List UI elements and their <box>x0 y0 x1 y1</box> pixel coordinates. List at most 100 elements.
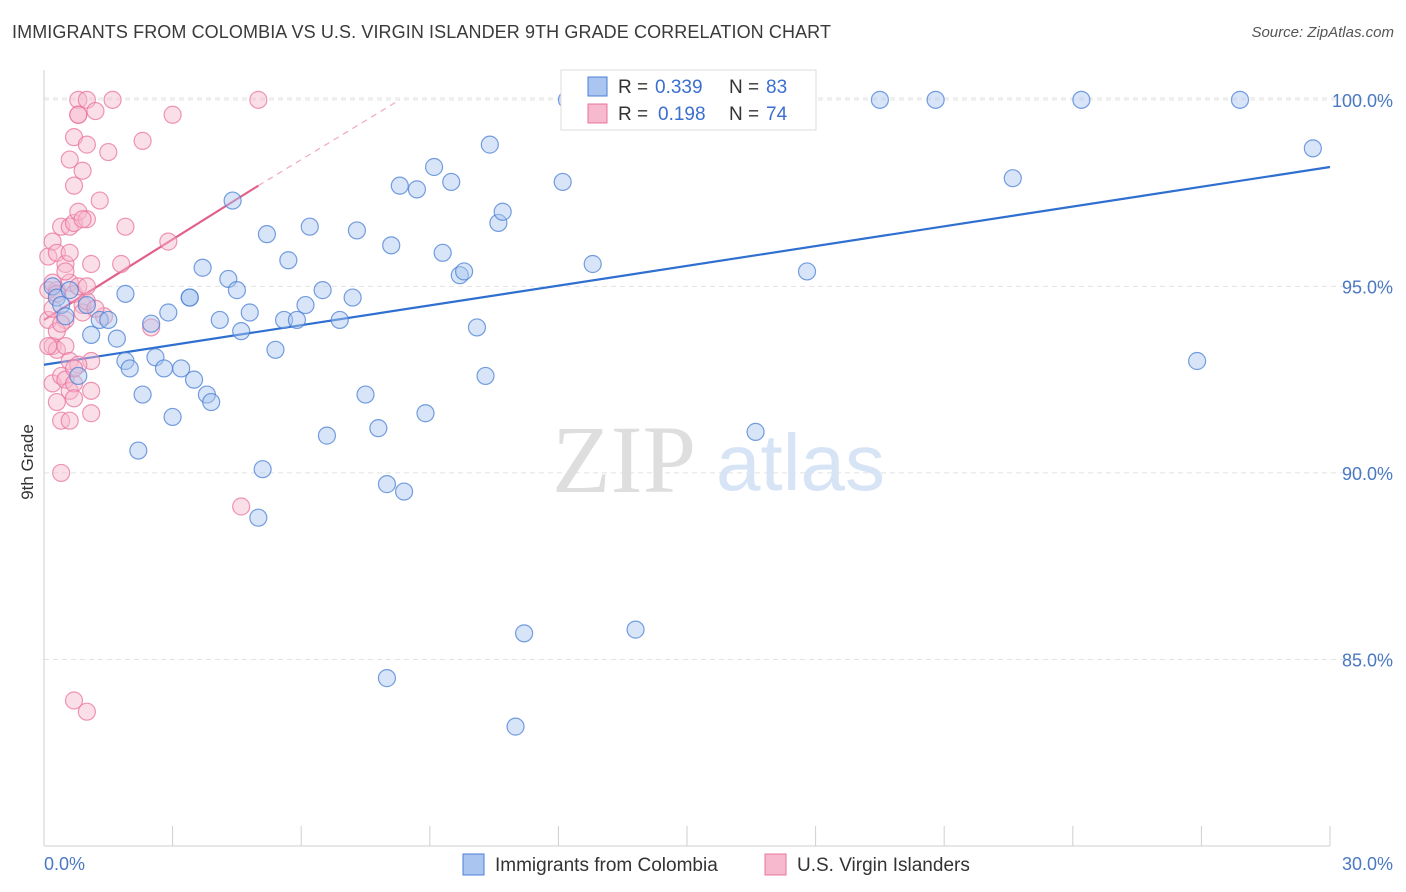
y-tick-label: 90.0% <box>1342 464 1393 484</box>
gridlines <box>44 97 1390 660</box>
virgin-islanders-point <box>77 702 96 721</box>
colombia-point <box>232 322 251 341</box>
colombia-point <box>626 620 645 639</box>
legend-r-value-pink: 0.198 <box>658 104 706 125</box>
colombia-point <box>266 340 285 359</box>
colombia-point <box>493 202 512 221</box>
colombia-point <box>129 441 148 460</box>
colombia-point <box>52 295 71 315</box>
colombia-point <box>172 359 191 378</box>
colombia-point <box>300 217 319 236</box>
virgin-islanders-point <box>60 243 79 262</box>
colombia-point <box>142 314 161 333</box>
colombia-point <box>82 325 101 344</box>
legend-swatch-blue <box>587 76 608 97</box>
virgin-islanders-point <box>133 131 152 150</box>
colombia-point <box>1003 169 1022 188</box>
colombia-point <box>553 172 572 192</box>
series-legend: Immigrants from Colombia U.S. Virgin Isl… <box>462 853 970 876</box>
virgin-islanders-point <box>69 105 88 124</box>
colombia-point <box>274 310 294 330</box>
colombia-point <box>154 359 174 378</box>
colombia-point <box>223 191 242 210</box>
colombia-point <box>369 419 388 438</box>
series-virgin-islanders-points <box>39 90 268 721</box>
colombia-point <box>116 284 135 303</box>
virgin-islanders-point <box>60 411 79 430</box>
legend-n-value-pink: 74 <box>766 104 788 125</box>
virgin-islanders-point <box>52 463 71 483</box>
legend-n-label-pink: N = <box>729 104 759 125</box>
series-legend-swatch-blue <box>462 853 485 876</box>
colombia-point <box>330 310 349 330</box>
colombia-point <box>454 262 474 281</box>
virgin-islanders-point <box>56 254 75 274</box>
colombia-point <box>382 236 401 255</box>
virgin-islanders-point <box>56 336 75 356</box>
colombia-point <box>797 262 817 281</box>
trendline-virgin-islanders-extension <box>258 99 401 187</box>
colombia-point <box>317 426 337 445</box>
colombia-point <box>253 460 272 479</box>
colombia-point <box>249 508 268 527</box>
virgin-islanders-point <box>90 191 109 210</box>
colombia-point <box>870 90 890 109</box>
colombia-point <box>210 310 229 330</box>
colombia-point <box>133 385 152 404</box>
virgin-islanders-point <box>86 101 105 121</box>
watermark: ZIP atlas <box>552 406 885 513</box>
legend-n-label-blue: N = <box>729 77 759 98</box>
colombia-point <box>193 258 212 277</box>
virgin-islanders-point <box>232 497 251 516</box>
colombia-point <box>279 251 298 270</box>
colombia-point <box>377 669 397 688</box>
colombia-point <box>407 180 427 199</box>
chart-source: Source: ZipAtlas.com <box>1251 24 1394 41</box>
colombia-point <box>60 281 79 300</box>
legend-r-label-pink: R = <box>618 104 648 125</box>
colombia-point <box>506 717 525 736</box>
virgin-islanders-point <box>163 105 182 124</box>
virgin-islanders-point <box>82 404 101 423</box>
virgin-islanders-point <box>103 90 122 109</box>
colombia-point <box>746 422 765 441</box>
colombia-point <box>69 366 88 386</box>
virgin-islanders-point <box>73 210 92 229</box>
y-axis-title: 9th Grade <box>18 424 37 500</box>
virgin-islanders-point <box>116 217 135 236</box>
axes <box>43 70 1331 847</box>
colombia-point <box>926 90 945 109</box>
colombia-point <box>240 303 259 322</box>
stats-legend: R = 0.339 N = 83 R = 0.198 N = 74 <box>560 69 817 131</box>
colombia-point <box>377 475 397 494</box>
y-tick-label: 85.0% <box>1342 650 1393 670</box>
legend-n-value-blue: 83 <box>766 77 787 98</box>
colombia-point <box>442 172 461 192</box>
colombia-point <box>489 213 508 233</box>
y-tick-label: 100.0% <box>1332 91 1393 111</box>
colombia-point <box>1303 139 1322 158</box>
colombia-point <box>107 329 126 348</box>
colombia-point <box>180 288 199 307</box>
colombia-point <box>159 303 178 322</box>
colombia-point <box>476 366 495 386</box>
colombia-point <box>56 307 75 326</box>
virgin-islanders-point <box>82 254 101 274</box>
colombia-point <box>424 157 444 177</box>
colombia-point <box>583 254 602 274</box>
virgin-islanders-point <box>99 142 118 162</box>
virgin-islanders-point <box>77 135 96 154</box>
series-legend-label-blue: Immigrants from Colombia <box>495 855 718 876</box>
watermark-zip: ZIP <box>552 406 696 513</box>
colombia-point <box>257 225 277 244</box>
colombia-point <box>394 482 414 501</box>
virgin-islanders-point <box>159 232 178 251</box>
colombia-point <box>347 221 367 240</box>
colombia-point <box>227 281 246 300</box>
y-tick-label: 95.0% <box>1342 277 1393 297</box>
colombia-point <box>99 310 118 330</box>
legend-swatch-pink <box>587 103 608 124</box>
trendline-colombia <box>43 165 1331 366</box>
virgin-islanders-point <box>77 277 96 296</box>
